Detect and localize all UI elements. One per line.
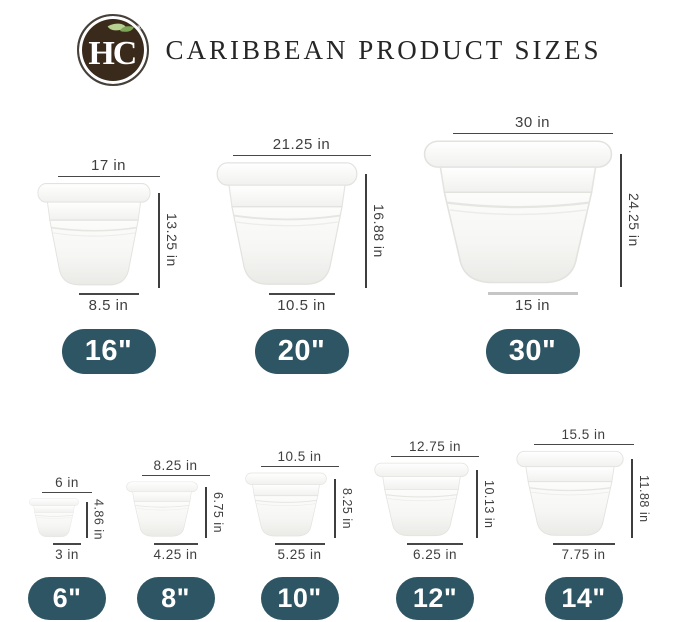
top-width-line (57, 176, 160, 177)
size-badge: 8" (136, 577, 215, 620)
size-badge: 12" (396, 577, 474, 620)
size-badge: 16" (61, 329, 156, 374)
top-width-line (260, 466, 339, 467)
height-dimension: 6.75 in (205, 486, 225, 538)
pot-image (245, 472, 327, 538)
height-line (631, 458, 633, 538)
bottom-width-line (78, 293, 139, 295)
height-dimension: 8.25 in (334, 478, 354, 538)
bottom-width-line (487, 292, 578, 295)
pot-figure-30: 30 in 24.25 in 15 in 30" (423, 114, 642, 374)
pot-row-small: 6 in 4.86 in 3 in 6" 8.25 in 6.75 in (0, 412, 679, 620)
bottom-width-label: 5.25 in (277, 547, 322, 562)
bottom-width-label: 15 in (514, 297, 551, 314)
top-width-label: 6 in (55, 475, 79, 490)
top-width-label: 10.5 in (277, 449, 322, 464)
size-badge: 30" (485, 329, 580, 374)
top-width-line (391, 456, 479, 457)
top-width-label: 8.25 in (153, 458, 198, 473)
header: HC® CARIBBEAN PRODUCT SIZES (0, 8, 679, 92)
top-width-label: 17 in (90, 157, 127, 174)
bottom-width-label: 7.75 in (561, 547, 606, 562)
height-dimension: 11.88 in (631, 458, 651, 538)
pot-image (423, 139, 613, 287)
pot-figure-20: 21.25 in 16.88 in 10.5 in 20" (216, 136, 387, 374)
height-line (476, 469, 478, 538)
pot-image (37, 182, 151, 288)
top-width-label: 30 in (514, 114, 551, 131)
height-label: 4.86 in (91, 499, 106, 541)
top-width-label: 12.75 in (408, 439, 462, 454)
pot-figure-14: 15.5 in 11.88 in 7.75 in 14" (516, 427, 651, 620)
pot-figure-8: 8.25 in 6.75 in 4.25 in 8" (126, 458, 225, 620)
size-badge: 20" (254, 329, 349, 374)
pot-image (516, 450, 624, 538)
bottom-width-line (407, 543, 463, 545)
registered-mark: ® (136, 24, 141, 32)
size-badge: 6" (28, 577, 106, 620)
pot-image (126, 481, 198, 538)
height-line (205, 486, 207, 538)
page-title: CARIBBEAN PRODUCT SIZES (165, 34, 602, 65)
bottom-width-line (552, 543, 615, 545)
height-dimension: 10.13 in (476, 469, 496, 538)
pot-image (29, 498, 79, 538)
height-line (158, 192, 160, 288)
bottom-width-label: 8.5 in (88, 297, 129, 314)
top-width-line (533, 444, 634, 445)
height-dimension: 13.25 in (158, 192, 180, 288)
size-badge: 14" (544, 577, 623, 620)
bottom-width-label: 10.5 in (277, 297, 326, 314)
height-label: 8.25 in (340, 487, 354, 529)
height-label: 10.13 in (482, 479, 496, 529)
height-dimension: 16.88 in (365, 173, 387, 288)
top-width-line (42, 492, 92, 493)
bottom-width-label: 3 in (55, 547, 79, 562)
top-width-label: 15.5 in (561, 427, 606, 442)
pot-figure-6: 6 in 4.86 in 3 in 6" (28, 475, 106, 620)
height-line (620, 153, 622, 287)
height-label: 6.75 in (211, 491, 225, 533)
top-width-line (232, 155, 371, 156)
height-line (85, 502, 88, 538)
pot-image (216, 161, 358, 288)
height-line (334, 478, 336, 538)
pot-figure-10: 10.5 in 8.25 in 5.25 in 10" (245, 449, 354, 620)
size-badge: 10" (260, 577, 339, 620)
brand-logo: HC® (77, 14, 150, 86)
height-line (365, 173, 367, 288)
pot-figure-16: 17 in 13.25 in 8.5 in 16" (37, 157, 180, 374)
pot-image (374, 462, 469, 538)
bottom-width-line (153, 543, 198, 545)
height-dimension: 24.25 in (620, 153, 642, 287)
bottom-width-label: 4.25 in (153, 547, 198, 562)
logo-text: HC® (88, 24, 141, 72)
bottom-width-line (268, 293, 335, 295)
top-width-label: 21.25 in (272, 136, 331, 153)
height-label: 16.88 in (371, 203, 387, 258)
top-width-line (452, 133, 613, 134)
height-dimension: 4.86 in (85, 499, 106, 541)
bottom-width-line (274, 543, 325, 545)
height-label: 24.25 in (626, 193, 642, 248)
bottom-width-line (53, 543, 81, 545)
height-label: 11.88 in (637, 474, 651, 523)
top-width-line (141, 475, 210, 476)
pot-row-large: 17 in 13.25 in 8.5 in 16" 21.25 in 16.88… (0, 98, 679, 374)
height-label: 13.25 in (164, 213, 180, 268)
bottom-width-label: 6.25 in (412, 547, 458, 562)
pot-figure-12: 12.75 in 10.13 in 6.25 in 12" (374, 439, 496, 620)
